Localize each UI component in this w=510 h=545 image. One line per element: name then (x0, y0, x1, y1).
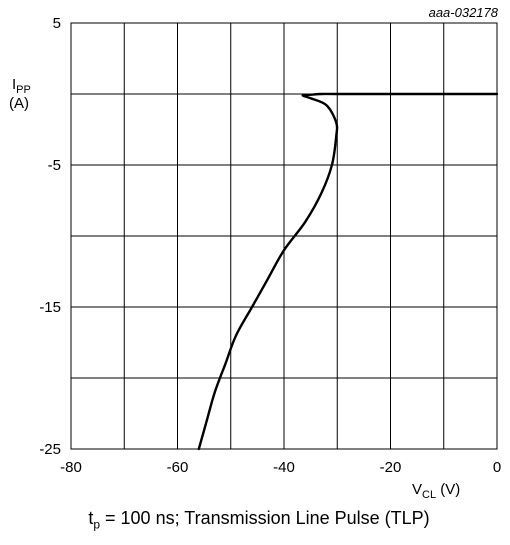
y-tick-label: -5 (48, 157, 61, 174)
grid-lines (70, 22, 498, 450)
x-tick-label: -80 (60, 459, 82, 476)
caption-text: = 100 ns; Transmission Line Pulse (TLP) (100, 508, 430, 528)
y-axis-label: IPP (12, 76, 31, 96)
x-axis-label-main: V (412, 481, 422, 498)
x-tick-label: -20 (380, 459, 402, 476)
x-tick-labels: -80 -60 -40 -20 0 (60, 459, 501, 476)
y-tick-label: -15 (39, 299, 61, 316)
y-tick-label: 5 (53, 15, 61, 32)
series-line (197, 92, 499, 451)
y-axis-label-main: I (12, 76, 16, 93)
chart-code: aaa-032178 (429, 5, 499, 20)
chart-caption: tp = 100 ns; Transmission Line Pulse (TL… (10, 508, 508, 532)
caption-t-sub: p (93, 517, 101, 532)
y-tick-label: -25 (39, 441, 61, 458)
y-axis-label-sub: PP (16, 84, 31, 96)
x-axis-label: VCL (V) (412, 481, 460, 501)
y-tick-labels: 5 -5 -15 -25 (39, 15, 61, 458)
x-tick-label: -40 (273, 459, 295, 476)
caption-t: t (88, 508, 94, 528)
plot-frame (70, 22, 498, 450)
x-axis-label-sub: CL (422, 489, 436, 501)
x-axis-label-unit: (V) (436, 481, 460, 498)
x-tick-label: 0 (493, 459, 501, 476)
x-tick-label: -60 (167, 459, 189, 476)
y-axis-unit: (A) (9, 95, 29, 112)
